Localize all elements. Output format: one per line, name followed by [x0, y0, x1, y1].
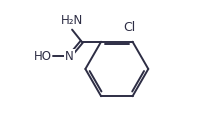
Text: HO: HO — [33, 50, 51, 63]
Text: Cl: Cl — [122, 21, 134, 34]
Text: H₂N: H₂N — [61, 14, 83, 27]
Text: N: N — [65, 50, 74, 63]
